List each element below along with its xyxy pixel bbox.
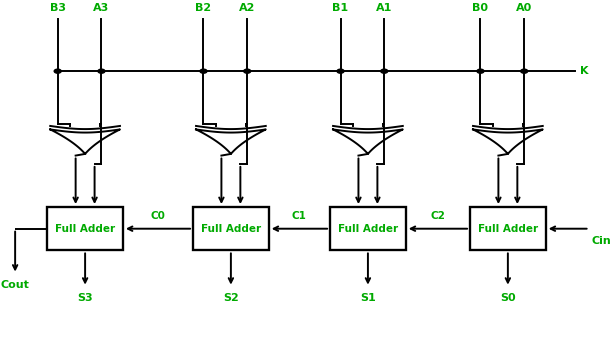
- Text: B3: B3: [50, 2, 66, 13]
- Text: A3: A3: [93, 2, 110, 13]
- Circle shape: [477, 69, 484, 73]
- Text: Full Adder: Full Adder: [201, 224, 261, 234]
- Text: Full Adder: Full Adder: [55, 224, 115, 234]
- FancyBboxPatch shape: [330, 207, 406, 251]
- Text: K: K: [580, 66, 588, 76]
- Text: B0: B0: [473, 2, 489, 13]
- Text: B1: B1: [332, 2, 349, 13]
- Circle shape: [54, 69, 61, 73]
- Text: S0: S0: [500, 292, 516, 303]
- Text: Full Adder: Full Adder: [478, 224, 538, 234]
- Circle shape: [244, 69, 251, 73]
- FancyBboxPatch shape: [47, 207, 123, 251]
- Text: C2: C2: [430, 211, 445, 221]
- Text: C0: C0: [151, 211, 166, 221]
- Circle shape: [200, 69, 207, 73]
- Polygon shape: [50, 130, 120, 154]
- Text: A0: A0: [516, 2, 532, 13]
- Polygon shape: [333, 130, 403, 154]
- FancyBboxPatch shape: [193, 207, 268, 251]
- FancyBboxPatch shape: [470, 207, 546, 251]
- Text: B2: B2: [196, 2, 211, 13]
- Text: A1: A1: [376, 2, 392, 13]
- Text: S3: S3: [77, 292, 93, 303]
- Circle shape: [381, 69, 388, 73]
- Circle shape: [520, 69, 528, 73]
- Text: S1: S1: [360, 292, 376, 303]
- Text: S2: S2: [223, 292, 238, 303]
- Text: A2: A2: [239, 2, 256, 13]
- Circle shape: [337, 69, 344, 73]
- Text: C1: C1: [292, 211, 307, 221]
- Circle shape: [98, 69, 105, 73]
- Text: Full Adder: Full Adder: [338, 224, 398, 234]
- Text: Cout: Cout: [1, 280, 29, 290]
- Polygon shape: [473, 130, 543, 154]
- Polygon shape: [196, 130, 266, 154]
- Text: Cin: Cin: [592, 236, 611, 246]
